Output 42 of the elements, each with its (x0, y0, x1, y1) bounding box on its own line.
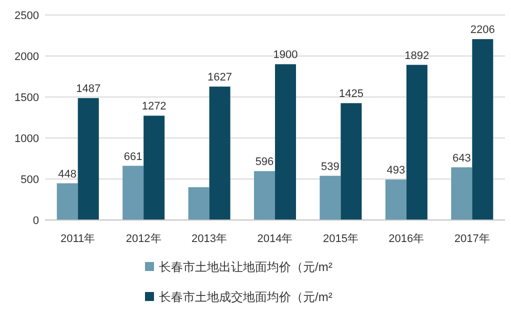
bar (320, 176, 341, 220)
bar (472, 39, 494, 220)
legend-label: 长春市土地出让地面均价（元/m² (159, 260, 332, 274)
bar (385, 180, 406, 220)
bar (122, 166, 144, 220)
bar (144, 116, 165, 220)
data-label: 1900 (273, 49, 298, 62)
bar (209, 86, 230, 220)
data-label: 1425 (338, 88, 364, 100)
x-tick-label: 2016年 (388, 233, 424, 245)
data-label: 448 (58, 168, 77, 180)
x-tick-label: 2014年 (257, 233, 293, 245)
bar (254, 171, 275, 220)
data-label: 1487 (76, 83, 101, 96)
data-label: 539 (321, 160, 340, 173)
y-tick-label: 1500 (14, 92, 39, 104)
x-tick-label: 2017年 (454, 233, 490, 245)
x-tick-label: 2012年 (126, 233, 162, 245)
data-label: 596 (255, 156, 274, 168)
y-tick-label: 1000 (14, 133, 39, 145)
bar (56, 183, 78, 220)
bar (406, 64, 428, 220)
data-label: 2206 (470, 24, 495, 36)
bar (78, 98, 99, 220)
bar (275, 64, 296, 220)
y-tick-label: 0 (32, 215, 39, 227)
bar (340, 103, 362, 220)
legend-label: 长春市土地成交地面均价（元/m² (159, 290, 332, 304)
data-label: 661 (124, 150, 142, 163)
data-label: 643 (452, 152, 471, 164)
data-label: 1627 (208, 72, 232, 84)
data-label: 1892 (404, 50, 430, 62)
x-tick-label: 2015年 (322, 233, 358, 245)
x-tick-label: 2011年 (60, 233, 96, 245)
y-tick-label: 2000 (14, 51, 39, 63)
data-label: 1272 (142, 100, 166, 113)
data-label: 493 (386, 164, 406, 177)
bar (451, 167, 472, 220)
y-tick-label: 500 (20, 174, 39, 186)
bar (188, 187, 210, 220)
y-tick-label: 2500 (14, 10, 39, 22)
x-tick-label: 2013年 (192, 233, 228, 245)
